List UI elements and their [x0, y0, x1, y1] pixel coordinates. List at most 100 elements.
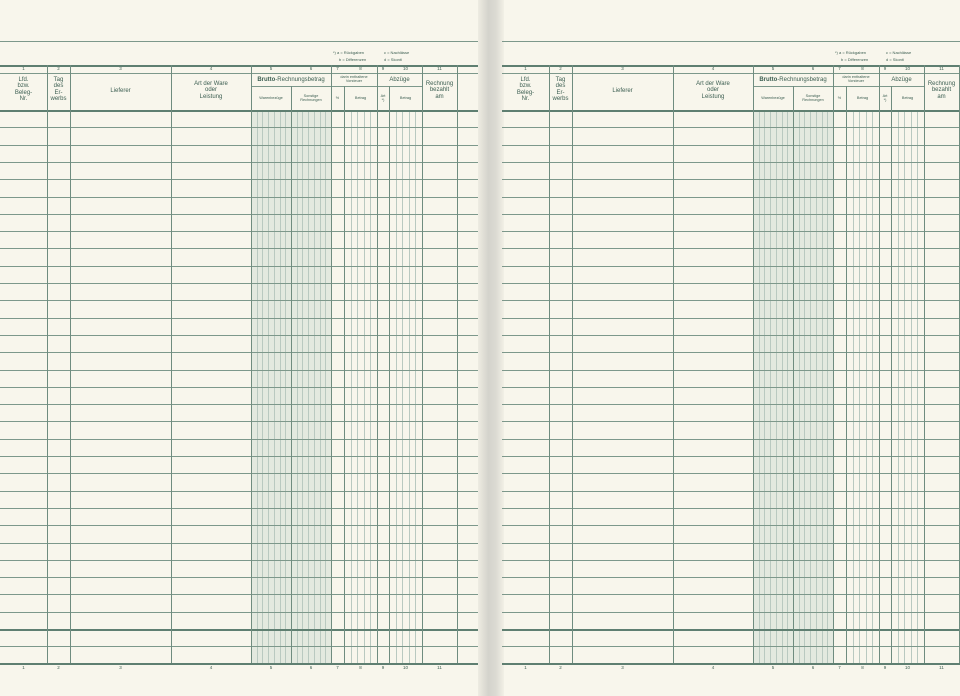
row-line [502, 594, 960, 596]
row-line [0, 334, 478, 336]
digit-guide-line [363, 110, 365, 663]
number-row-line [0, 73, 478, 74]
row-line [0, 594, 478, 596]
digit-guide-line [279, 110, 281, 663]
digit-guide-line [285, 110, 287, 663]
row-line [502, 490, 960, 492]
footer-column-number: 5 [771, 665, 775, 670]
column-number: 9 [883, 66, 887, 71]
group-header-line [833, 86, 879, 87]
digit-guide-line [798, 110, 800, 663]
row-line [0, 161, 478, 163]
column-line [879, 65, 880, 663]
digit-guide-line [910, 110, 912, 663]
digit-guide-line [308, 110, 310, 663]
row-line [0, 369, 478, 371]
header-art-der-ware: Art der Ware oder Leistung [696, 81, 730, 100]
footer-column-number: 9 [883, 665, 887, 670]
digit-guide-line [313, 110, 315, 663]
footer-column-number: 6 [811, 665, 815, 670]
row-line [502, 525, 960, 527]
row-line [502, 611, 960, 613]
row-line [502, 144, 960, 146]
digit-guide-line [775, 110, 777, 663]
column-number: 8 [861, 66, 864, 71]
column-number: 6 [309, 66, 313, 71]
row-line [502, 196, 960, 198]
digit-guide-line [827, 110, 829, 663]
header-art-der-ware: Art der Ware oder Leistung [194, 81, 228, 100]
footnote-b: b = Differenzen [841, 57, 869, 62]
page-top-line [502, 41, 960, 42]
header-abzuege-betrag: Betrag [901, 96, 914, 100]
column-number: 11 [939, 66, 944, 71]
column-line [891, 86, 892, 663]
ledger-page-left: 1 1 2 2 3 3 4 4 5 5 6 6 7 7 8 8 9 9 10 10 11 11 Lfd. bzw. Bele… [0, 0, 478, 696]
header-lfd-nr: Lfd. bzw. Beleg- Nr. [14, 77, 33, 102]
row-line [0, 265, 478, 267]
page-top-line [0, 41, 478, 42]
digit-guide-line [904, 110, 906, 663]
row-line [502, 456, 960, 457]
row-line [502, 334, 960, 336]
row-line [0, 490, 478, 492]
row-line [0, 421, 478, 423]
digit-guide-line [350, 110, 352, 663]
footer-column-number: 1 [22, 665, 25, 670]
column-line [331, 65, 332, 663]
column-line [549, 65, 550, 663]
group-header-line [331, 86, 377, 87]
column-number: 6 [811, 66, 815, 71]
column-number: 9 [381, 66, 385, 71]
row-line [502, 404, 960, 406]
footnote-b: b = Differenzen [339, 57, 367, 62]
row-line [502, 231, 960, 233]
column-number: 2 [57, 66, 60, 71]
footer-column-number: 4 [711, 665, 715, 670]
row-line [0, 317, 478, 319]
digit-guide-line [262, 110, 264, 663]
column-number: 4 [711, 66, 715, 71]
digit-guide-line [296, 110, 298, 663]
digit-guide-line [357, 110, 359, 663]
row-line [0, 577, 478, 579]
column-number: 8 [359, 66, 362, 71]
column-number: 1 [22, 66, 25, 71]
header-warenbezuege: Warenbezüge [259, 96, 283, 100]
row-line [0, 248, 478, 250]
digit-guide-line [859, 110, 861, 663]
digit-guide-line [325, 110, 327, 663]
footer-column-number: 10 [402, 665, 408, 670]
row-line [502, 421, 960, 423]
header-lieferer: Lieferer [110, 88, 131, 94]
row-line [502, 559, 960, 561]
footer-column-number: 2 [559, 665, 562, 670]
row-line [502, 213, 960, 215]
header-abzuege: Abzüge [389, 77, 410, 83]
footer-column-number: 11 [437, 665, 442, 670]
row-line [502, 248, 960, 250]
group-header-line [377, 86, 422, 87]
header-rechnung-bezahlt: Rechnung bezahlt am [927, 81, 956, 100]
header-vorsteuer: darin enthaltene Vorsteuer [340, 75, 368, 83]
footnote-d: d = Skonti [886, 57, 904, 62]
digit-guide-line [408, 110, 410, 663]
brutto-label: Brutto [759, 77, 778, 83]
row-line [0, 404, 478, 406]
digit-guide-line [764, 110, 766, 663]
row-line [502, 438, 960, 440]
total-line [0, 629, 478, 631]
digit-guide-line [758, 110, 760, 663]
footer-column-number: 7 [336, 665, 339, 670]
rechnungsbetrag-label: -Rechnungsbetrag [275, 77, 325, 83]
book-gutter [478, 0, 504, 696]
row-line [0, 300, 478, 302]
footer-column-number: 8 [861, 665, 864, 670]
header-prozent: % [837, 96, 842, 100]
digit-guide-line [872, 110, 874, 663]
digit-guide-line [815, 110, 817, 663]
digit-guide-line [402, 110, 404, 663]
column-line [673, 65, 674, 663]
row-line [0, 438, 478, 440]
row-line [0, 456, 478, 457]
